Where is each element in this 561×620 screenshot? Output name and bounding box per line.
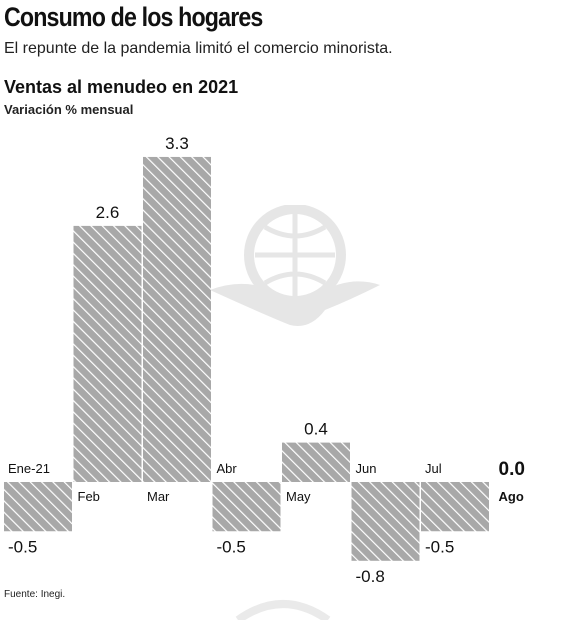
category-label: Ago bbox=[499, 489, 524, 504]
chart-title: Ventas al menudeo en 2021 bbox=[4, 77, 239, 97]
bar-ene-21 bbox=[4, 482, 72, 532]
value-label: -0.8 bbox=[356, 567, 385, 585]
bar-jul bbox=[421, 482, 489, 532]
source-note: Fuente: Inegi. bbox=[4, 589, 66, 600]
value-label: -0.5 bbox=[8, 537, 37, 556]
category-label: Abr bbox=[217, 461, 238, 476]
bar-jun bbox=[351, 482, 420, 561]
eagle-globe-watermark-icon bbox=[210, 205, 380, 326]
category-label: Feb bbox=[78, 489, 100, 504]
category-label: Jul bbox=[425, 461, 442, 476]
category-label: Ene-21 bbox=[8, 461, 50, 476]
value-label: 3.3 bbox=[165, 134, 189, 153]
subheadline: El repunte de la pandemia limitó el come… bbox=[4, 40, 393, 57]
headline: Consumo de los hogares bbox=[4, 2, 263, 32]
chart-subtitle: Variación % mensual bbox=[4, 102, 134, 117]
category-label: Jun bbox=[356, 461, 377, 476]
bar-may bbox=[282, 442, 350, 482]
value-label: -0.5 bbox=[425, 537, 454, 556]
bar-abr bbox=[212, 482, 281, 532]
value-label: 0.4 bbox=[304, 420, 328, 439]
bar-feb bbox=[73, 225, 142, 482]
value-label: -0.5 bbox=[217, 537, 246, 556]
value-label: 2.6 bbox=[96, 203, 120, 222]
bar-mar bbox=[143, 156, 211, 482]
value-label: 0.0 bbox=[499, 459, 525, 480]
eagle-globe-watermark-icon bbox=[235, 600, 331, 620]
category-label: May bbox=[286, 489, 311, 504]
category-label: Mar bbox=[147, 489, 170, 504]
bar-chart: -0.5 Ene-21 2.6 Feb 3.3 Mar -0.5 Abr 0.4 May -0.8 J… bbox=[4, 134, 525, 585]
